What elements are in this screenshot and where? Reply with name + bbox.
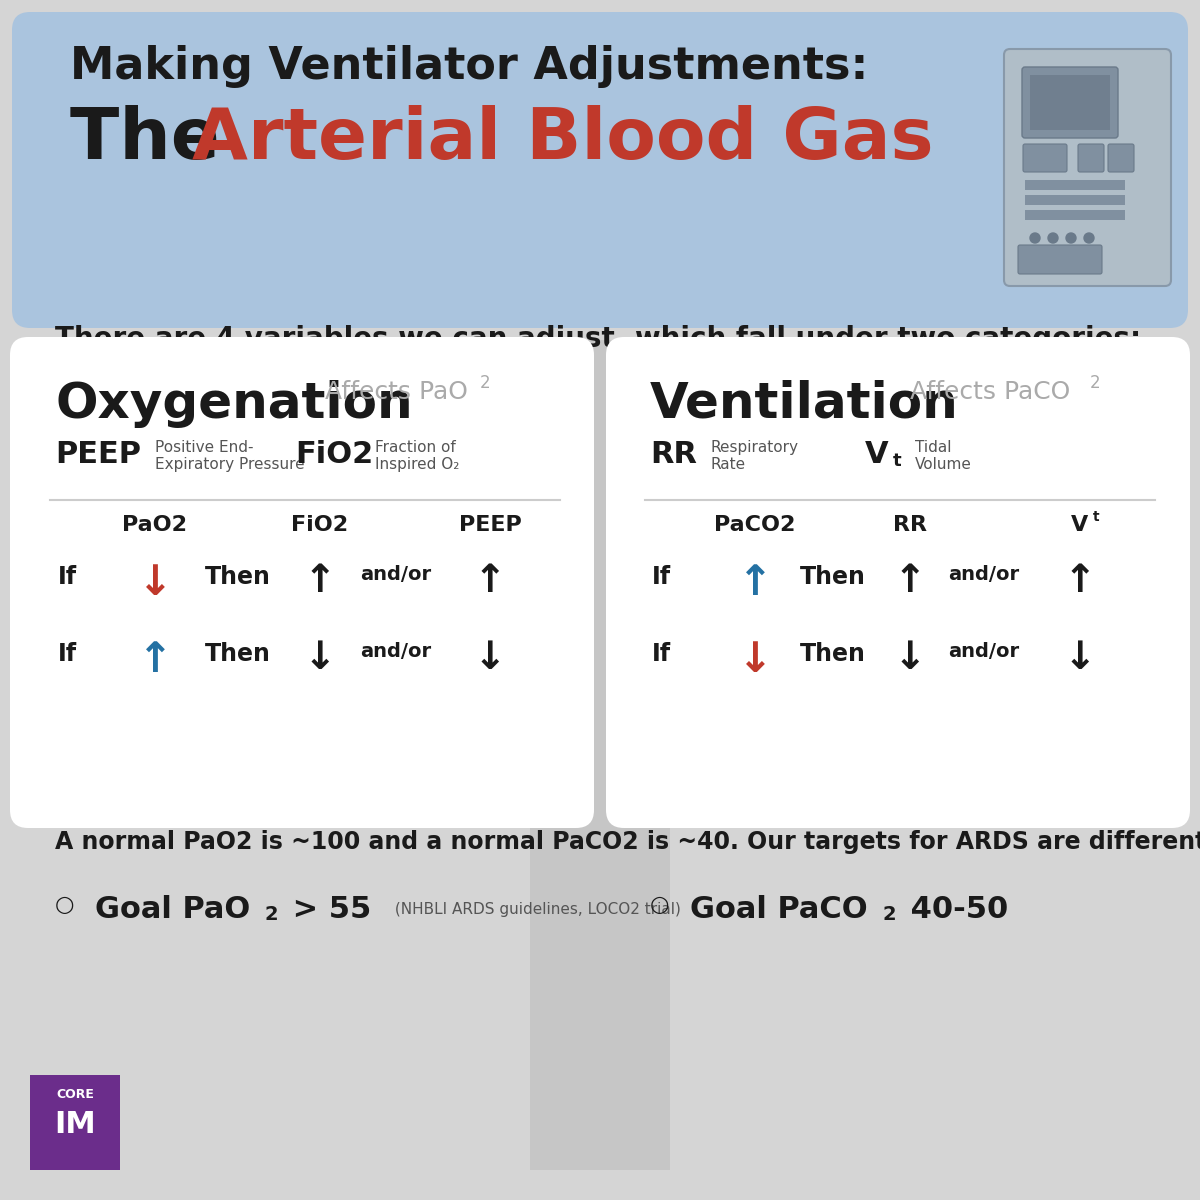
Text: Goal PaO: Goal PaO <box>95 895 251 924</box>
FancyBboxPatch shape <box>1022 144 1067 172</box>
FancyBboxPatch shape <box>30 1075 120 1170</box>
Text: RR: RR <box>650 440 697 469</box>
Text: IM: IM <box>54 1110 96 1139</box>
Text: FiO2: FiO2 <box>292 515 348 535</box>
Text: Then: Then <box>800 565 866 589</box>
Text: ↑: ↑ <box>1063 562 1097 600</box>
Text: ↓: ↓ <box>1063 638 1097 677</box>
Text: and/or: and/or <box>948 642 1019 661</box>
Text: Affects PaO: Affects PaO <box>325 380 468 404</box>
Text: If: If <box>652 642 671 666</box>
Text: There are 4 variables we can adjust, which fall under two categories:: There are 4 variables we can adjust, whi… <box>55 325 1141 353</box>
Text: Respiratory
Rate: Respiratory Rate <box>710 440 798 473</box>
Text: V: V <box>1072 515 1088 535</box>
Circle shape <box>1030 233 1040 242</box>
Text: Then: Then <box>205 565 271 589</box>
FancyBboxPatch shape <box>1004 49 1171 286</box>
Text: Affects PaCO: Affects PaCO <box>910 380 1070 404</box>
Text: ↑: ↑ <box>474 562 506 600</box>
Text: t: t <box>1093 510 1099 524</box>
Text: ↑: ↑ <box>304 562 336 600</box>
Text: ↑: ↑ <box>138 638 173 680</box>
FancyBboxPatch shape <box>1030 74 1110 130</box>
Text: V: V <box>865 440 889 469</box>
Text: t: t <box>893 452 901 470</box>
Text: CORE: CORE <box>56 1088 94 1102</box>
Text: (NHBLI ARDS guidelines, LOCO2 trial): (NHBLI ARDS guidelines, LOCO2 trial) <box>390 902 680 917</box>
Text: ↓: ↓ <box>894 638 926 677</box>
Text: Tidal
Volume: Tidal Volume <box>916 440 972 473</box>
FancyBboxPatch shape <box>606 337 1190 828</box>
FancyBboxPatch shape <box>1078 144 1104 172</box>
Text: A normal PaO2 is ~100 and a normal PaCO2 is ~40. Our targets for ARDS are differ: A normal PaO2 is ~100 and a normal PaCO2… <box>55 830 1200 854</box>
Text: 2: 2 <box>882 905 895 924</box>
Text: and/or: and/or <box>360 642 431 661</box>
Text: 40-50: 40-50 <box>900 895 1008 924</box>
Text: Then: Then <box>205 642 271 666</box>
Text: ↑: ↑ <box>894 562 926 600</box>
Text: If: If <box>58 642 77 666</box>
FancyBboxPatch shape <box>12 12 1188 328</box>
Circle shape <box>1066 233 1076 242</box>
Text: If: If <box>652 565 671 589</box>
Text: FiO2: FiO2 <box>295 440 373 469</box>
FancyBboxPatch shape <box>1025 194 1126 205</box>
Text: Oxygenation: Oxygenation <box>55 380 413 428</box>
Text: Then: Then <box>800 642 866 666</box>
Text: ○: ○ <box>55 895 74 914</box>
Text: Ventilation: Ventilation <box>650 380 959 428</box>
Text: RR: RR <box>893 515 928 535</box>
Text: ↓: ↓ <box>738 638 773 680</box>
Text: 2: 2 <box>265 905 278 924</box>
Circle shape <box>1084 233 1094 242</box>
Text: 2: 2 <box>480 374 491 392</box>
Text: and/or: and/or <box>360 565 431 584</box>
Text: Positive End-
Expiratory Pressure: Positive End- Expiratory Pressure <box>155 440 305 473</box>
FancyBboxPatch shape <box>1025 180 1126 190</box>
Circle shape <box>1048 233 1058 242</box>
Text: If: If <box>58 565 77 589</box>
Text: Making Ventilator Adjustments:: Making Ventilator Adjustments: <box>70 44 869 88</box>
Text: PaO2: PaO2 <box>122 515 187 535</box>
Text: > 55: > 55 <box>282 895 371 924</box>
Text: PEEP: PEEP <box>458 515 521 535</box>
FancyBboxPatch shape <box>1022 67 1118 138</box>
Text: PEEP: PEEP <box>55 440 142 469</box>
Text: ↓: ↓ <box>304 638 336 677</box>
FancyBboxPatch shape <box>1018 245 1102 274</box>
FancyBboxPatch shape <box>1108 144 1134 172</box>
Text: ↓: ↓ <box>474 638 506 677</box>
Text: The: The <box>70 104 245 174</box>
Polygon shape <box>530 340 670 1170</box>
Text: Fraction of
Inspired O₂: Fraction of Inspired O₂ <box>374 440 460 473</box>
Text: ↓: ↓ <box>138 562 173 604</box>
Text: 2: 2 <box>1090 374 1100 392</box>
Text: ↑: ↑ <box>738 562 773 604</box>
Text: ○: ○ <box>650 895 670 914</box>
Text: Arterial Blood Gas: Arterial Blood Gas <box>192 104 934 174</box>
FancyBboxPatch shape <box>1025 210 1126 220</box>
Text: Goal PaCO: Goal PaCO <box>690 895 868 924</box>
Text: PaCO2: PaCO2 <box>714 515 796 535</box>
FancyBboxPatch shape <box>10 337 594 828</box>
Text: and/or: and/or <box>948 565 1019 584</box>
